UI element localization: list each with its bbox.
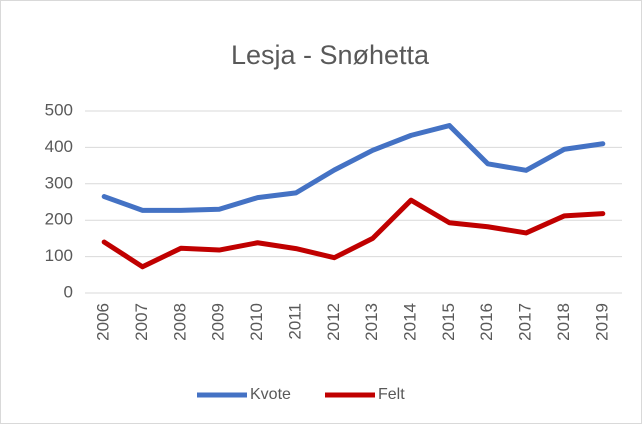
x-tick-label: 2007 [132,303,151,341]
x-tick-label: 2014 [401,303,420,341]
legend-label: Felt [378,386,405,403]
legend-label: Kvote [250,386,291,403]
x-tick-label: 2011 [285,303,304,340]
x-tick-label: 2012 [324,303,343,341]
x-tick-label: 2015 [439,303,458,341]
x-tick-label: 2018 [554,303,573,341]
data-line [101,197,606,270]
y-tick-label: 300 [45,173,73,192]
x-tick-label: 2009 [209,303,228,341]
chart-title: Lesja - Snøhetta [231,40,430,70]
y-tick-label: 200 [45,210,73,229]
y-tick-label: 400 [45,137,73,156]
x-tick-label: 2016 [477,303,496,341]
x-tick-label: 2017 [516,303,535,341]
x-tick-label: 2010 [247,303,266,341]
y-tick-label: 100 [45,246,73,265]
x-tick-label: 2019 [592,303,611,341]
y-tick-label: 0 [64,282,73,301]
x-tick-label: 2013 [362,303,381,341]
x-tick-label: 2008 [170,303,189,341]
y-tick-label: 500 [45,100,73,119]
x-tick-label: 2006 [94,303,113,341]
data-line [101,123,606,213]
